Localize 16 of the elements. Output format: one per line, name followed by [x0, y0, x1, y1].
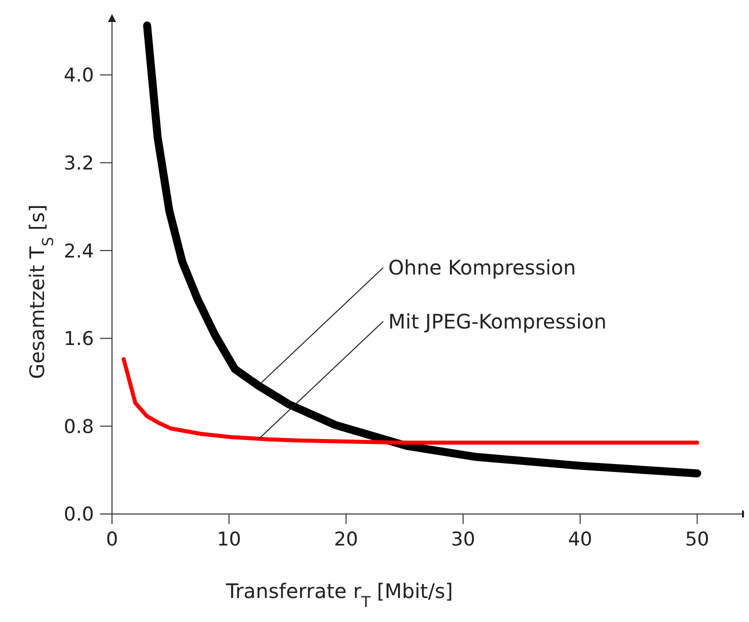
x-tick-label: 50 — [685, 528, 710, 550]
annotation: Ohne Kompression — [388, 256, 576, 280]
x-tick-label: 30 — [451, 528, 476, 550]
y-tick-label: 1.6 — [64, 328, 94, 350]
y-tick-label: 4.0 — [64, 64, 94, 87]
y-tick-label: 0.0 — [64, 504, 94, 526]
annotation: Mit JPEG-Kompression — [388, 309, 607, 334]
x-tick-label: 10 — [216, 528, 242, 550]
y-tick-label: 3.2 — [64, 152, 94, 174]
x-tick-label: 40 — [568, 528, 592, 550]
x-axis-title: Transferrate r$_{T}$ [Mbit/s] — [225, 579, 453, 611]
line-series — [122, 357, 700, 445]
y-tick-label: 0.8 — [64, 416, 94, 438]
x-tick-label: 0 — [106, 528, 118, 550]
x-tick-label: 20 — [334, 528, 358, 550]
y-tick-label: 2.4 — [64, 240, 94, 262]
